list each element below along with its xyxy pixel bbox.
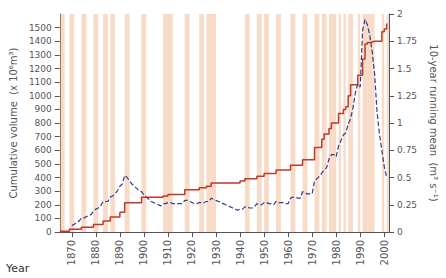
svg-text:200: 200 xyxy=(35,200,52,210)
svg-text:1500: 1500 xyxy=(29,23,52,33)
svg-text:1000: 1000 xyxy=(29,91,52,101)
svg-text:1940: 1940 xyxy=(235,240,246,265)
svg-text:1.25: 1.25 xyxy=(397,91,417,101)
svg-text:1970: 1970 xyxy=(307,240,318,265)
svg-text:Year: Year xyxy=(5,262,30,275)
svg-text:900: 900 xyxy=(35,104,52,114)
svg-text:800: 800 xyxy=(35,118,52,128)
svg-text:1930: 1930 xyxy=(211,240,222,265)
svg-text:1880: 1880 xyxy=(90,240,101,265)
svg-text:1300: 1300 xyxy=(29,50,52,60)
svg-text:1100: 1100 xyxy=(29,77,52,87)
svg-text:1890: 1890 xyxy=(114,240,125,265)
svg-text:10-year running mean (m³ s⁻¹): 10-year running mean (m³ s⁻¹) xyxy=(428,44,439,201)
svg-text:0.75: 0.75 xyxy=(397,145,417,155)
svg-text:1920: 1920 xyxy=(186,240,197,265)
svg-text:1980: 1980 xyxy=(331,240,342,265)
svg-text:400: 400 xyxy=(35,173,52,183)
svg-text:700: 700 xyxy=(35,132,52,142)
svg-text:1: 1 xyxy=(397,118,403,128)
svg-text:1870: 1870 xyxy=(66,240,77,265)
svg-text:500: 500 xyxy=(35,159,52,169)
svg-text:0: 0 xyxy=(397,227,403,237)
svg-text:1200: 1200 xyxy=(29,64,52,74)
svg-text:1910: 1910 xyxy=(162,240,173,265)
svg-text:Cumulative volume (x 10⁶m³): Cumulative volume (x 10⁶m³) xyxy=(8,47,19,198)
svg-text:100: 100 xyxy=(35,213,52,223)
svg-text:1400: 1400 xyxy=(29,36,52,46)
svg-text:1990: 1990 xyxy=(355,240,366,265)
svg-text:600: 600 xyxy=(35,145,52,155)
svg-text:0.5: 0.5 xyxy=(397,173,411,183)
svg-text:1900: 1900 xyxy=(138,240,149,265)
svg-text:2: 2 xyxy=(397,9,403,19)
svg-text:2000: 2000 xyxy=(379,240,390,265)
svg-text:1.5: 1.5 xyxy=(397,64,411,74)
svg-text:1.75: 1.75 xyxy=(397,36,417,46)
svg-text:0: 0 xyxy=(46,227,52,237)
svg-text:1950: 1950 xyxy=(259,240,270,265)
svg-text:300: 300 xyxy=(35,186,52,196)
svg-text:0.25: 0.25 xyxy=(397,200,417,210)
svg-text:1960: 1960 xyxy=(283,240,294,265)
